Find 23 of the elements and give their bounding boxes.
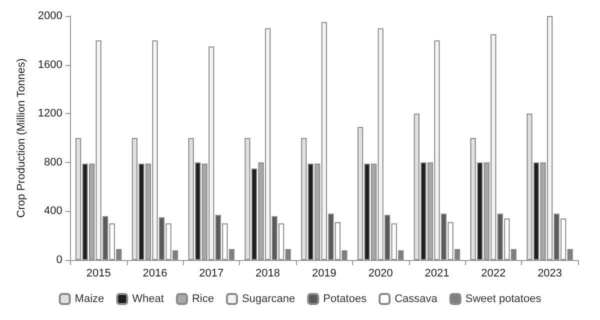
legend-label: Rice <box>192 293 214 305</box>
legend-label: Potatoes <box>323 293 368 305</box>
legend-label: Sweet potatoes <box>465 293 542 305</box>
x-tick-label: 2018 <box>256 268 280 280</box>
x-tick-label: 2015 <box>86 268 111 280</box>
legend-label: Cassava <box>394 293 438 305</box>
x-tick-label: 2017 <box>199 268 224 280</box>
legend-label: Maize <box>74 293 104 305</box>
x-tick-label: 2016 <box>142 268 168 280</box>
legend-label: Wheat <box>132 293 164 305</box>
legend-label: Sugarcane <box>242 293 296 305</box>
y-tick-label: 1600 <box>38 58 62 71</box>
y-tick-label: 2000 <box>38 10 62 22</box>
x-tick-label: 2023 <box>538 268 562 280</box>
y-tick-label: 800 <box>44 156 62 168</box>
x-tick-label: 2021 <box>424 268 450 280</box>
x-tick-label: 2019 <box>312 268 336 280</box>
x-tick-label: 2020 <box>368 268 393 280</box>
y-tick-label: 400 <box>44 205 62 218</box>
y-tick-label: 0 <box>56 254 62 266</box>
y-axis-title: Crop Production (Million Tonnes) <box>16 58 28 218</box>
x-tick-label: 2022 <box>481 268 506 280</box>
y-tick-label: 1200 <box>38 108 62 120</box>
